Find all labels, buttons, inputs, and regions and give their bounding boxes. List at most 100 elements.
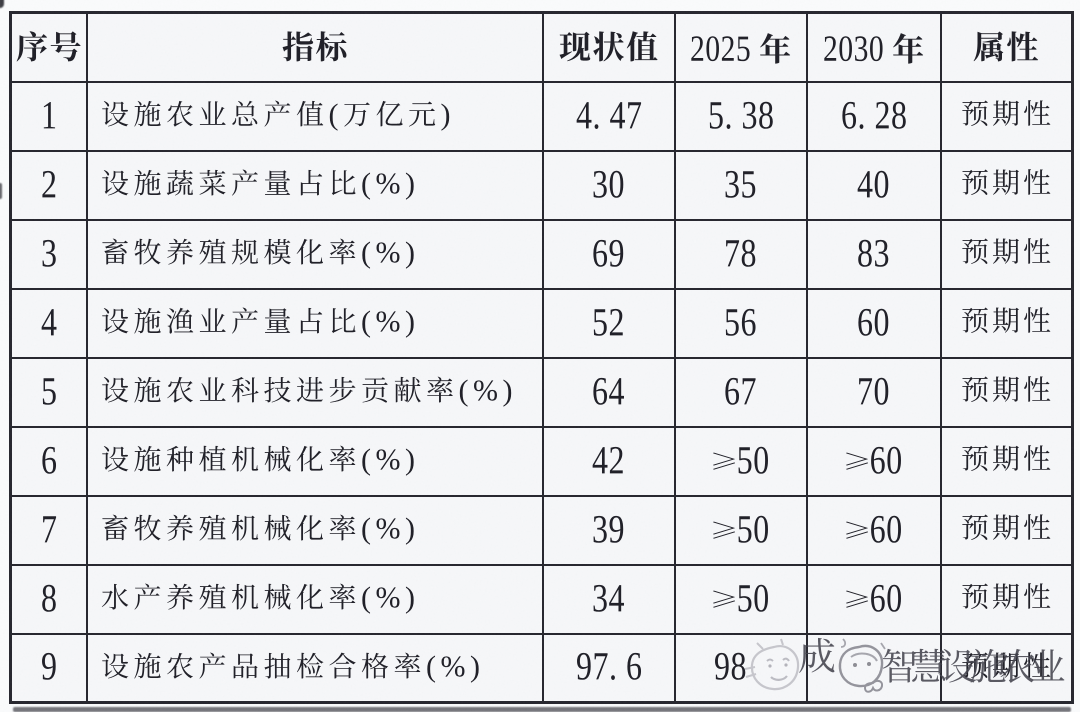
photo-edge-band	[13, 707, 1071, 712]
cell-attribute: 预期性	[939, 80, 1074, 152]
cell-attribute-value: 预期性	[942, 152, 1072, 219]
cell-2030-value: 6. 28	[808, 83, 940, 150]
cell-2025: ≥50	[673, 425, 808, 497]
cell-attribute-value: 预期性	[942, 290, 1072, 357]
table-row: 1 设施农业总产值(万亿元) 4. 47 5. 38 6. 28 预期性	[9, 80, 1074, 152]
cell-index-value: 8	[12, 566, 86, 633]
cell-attribute-value: 预期性	[942, 428, 1072, 495]
cell-current-value: 52	[544, 290, 674, 357]
cell-indicator: 畜牧养殖规模化率(%)	[85, 218, 544, 290]
cell-2030-value: ≥60	[808, 497, 940, 564]
cell-index-value: 1	[12, 83, 86, 150]
cell-attribute: 预期性	[939, 563, 1074, 635]
cell-indicator-text: 设施农产品抽检合格率(%)	[88, 635, 542, 702]
cell-current: 39	[541, 494, 676, 566]
cell-2030: 70	[805, 356, 942, 428]
cell-indicator: 设施种植机械化率(%)	[85, 425, 544, 497]
cell-current-value: 42	[544, 428, 674, 495]
cell-2030-value	[808, 635, 940, 702]
cell-2025: 67	[673, 356, 808, 428]
cell-indicator: 设施农业总产值(万亿元)	[85, 80, 544, 152]
scan-artifact-top-left	[0, 0, 4, 8]
cell-2025-value: ≥50	[676, 428, 806, 495]
cell-indicator: 设施农业科技进步贡献率(%)	[85, 356, 544, 428]
cell-index: 5	[9, 356, 88, 428]
cell-2025-value: 35	[676, 152, 806, 219]
cell-current: 30	[541, 149, 676, 221]
cell-index: 4	[9, 287, 88, 359]
cell-2025-value: 5. 38	[676, 83, 806, 150]
cell-attribute: 预期性	[939, 425, 1074, 497]
cell-2025-value: ≥50	[676, 566, 806, 633]
cell-2025: ≥50	[673, 494, 808, 566]
cell-2025: 78	[673, 218, 808, 290]
cell-indicator: 设施农产品抽检合格率(%)	[85, 632, 544, 704]
column-header-index: 序号	[9, 11, 88, 83]
cell-current-value: 97. 6	[544, 635, 674, 702]
column-header-indicator-label: 指标	[88, 14, 542, 81]
cell-2025: 98	[673, 632, 808, 704]
cell-current-value: 4. 47	[544, 83, 674, 150]
cell-2025: 35	[673, 149, 808, 221]
cell-current-value: 39	[544, 497, 674, 564]
cell-2025-value: 67	[676, 359, 806, 426]
cell-indicator: 设施渔业产量占比(%)	[85, 287, 544, 359]
cell-index: 8	[9, 563, 88, 635]
column-header-indicator: 指标	[85, 11, 544, 83]
cell-2030	[805, 632, 942, 704]
column-header-2030: 2030 年	[805, 11, 942, 83]
column-header-attribute-label: 属性	[942, 14, 1072, 81]
column-header-2025-label: 2025 年	[676, 14, 806, 81]
table-body: 1 设施农业总产值(万亿元) 4. 47 5. 38 6. 28 预期性 2 设…	[9, 80, 1074, 704]
cell-indicator-text: 水产养殖机械化率(%)	[88, 566, 542, 633]
cell-2030: ≥60	[805, 563, 942, 635]
cell-index-value: 9	[12, 635, 86, 702]
table-row: 4 设施渔业产量占比(%) 52 56 60 预期性	[9, 287, 1074, 359]
cell-2030: ≥60	[805, 425, 942, 497]
cell-2025-value: 78	[676, 221, 806, 288]
table-row: 2 设施蔬菜产量占比(%) 30 35 40 预期性	[9, 149, 1074, 221]
cell-indicator: 畜牧养殖机械化率(%)	[85, 494, 544, 566]
cell-index: 3	[9, 218, 88, 290]
column-header-index-label: 序号	[12, 14, 86, 81]
cell-index-value: 5	[12, 359, 86, 426]
cell-indicator: 设施蔬菜产量占比(%)	[85, 149, 544, 221]
cell-2030-value: 40	[808, 152, 940, 219]
cell-attribute: 预期性	[939, 632, 1074, 704]
cell-2025-value: 98	[676, 635, 806, 702]
cell-index: 7	[9, 494, 88, 566]
column-header-attribute: 属性	[939, 11, 1074, 83]
cell-indicator-text: 设施渔业产量占比(%)	[88, 290, 542, 357]
cell-index: 6	[9, 425, 88, 497]
cell-current: 4. 47	[541, 80, 676, 152]
cell-2030: 83	[805, 218, 942, 290]
cell-current-value: 34	[544, 566, 674, 633]
cell-current: 64	[541, 356, 676, 428]
table-row: 9 设施农产品抽检合格率(%) 97. 6 98 预期性	[9, 632, 1074, 704]
cell-index-value: 4	[12, 290, 86, 357]
cell-indicator-text: 设施蔬菜产量占比(%)	[88, 152, 542, 219]
scan-artifact-left	[0, 183, 2, 199]
cell-attribute: 预期性	[939, 287, 1074, 359]
cell-current: 42	[541, 425, 676, 497]
cell-attribute-value: 预期性	[942, 566, 1072, 633]
column-header-current-label: 现状值	[544, 14, 674, 81]
cell-indicator-text: 设施农业总产值(万亿元)	[88, 83, 542, 150]
column-header-current: 现状值	[541, 11, 676, 83]
cell-indicator-text: 设施种植机械化率(%)	[88, 428, 542, 495]
cell-attribute: 预期性	[939, 356, 1074, 428]
cell-current: 52	[541, 287, 676, 359]
cell-2030: 60	[805, 287, 942, 359]
header-row: 序号 指标 现状值 2025 年 2030 年 属性	[9, 11, 1074, 83]
table-row: 7 畜牧养殖机械化率(%) 39 ≥50 ≥60 预期性	[9, 494, 1074, 566]
cell-index: 2	[9, 149, 88, 221]
cell-2030: 40	[805, 149, 942, 221]
cell-index-value: 2	[12, 152, 86, 219]
table-header: 序号 指标 现状值 2025 年 2030 年 属性	[9, 11, 1074, 83]
indicators-table: 序号 指标 现状值 2025 年 2030 年 属性 1 设施农业总产值(万亿元…	[9, 11, 1074, 704]
cell-attribute-value: 预期性	[942, 221, 1072, 288]
cell-2030-value: ≥60	[808, 566, 940, 633]
cell-index: 1	[9, 80, 88, 152]
